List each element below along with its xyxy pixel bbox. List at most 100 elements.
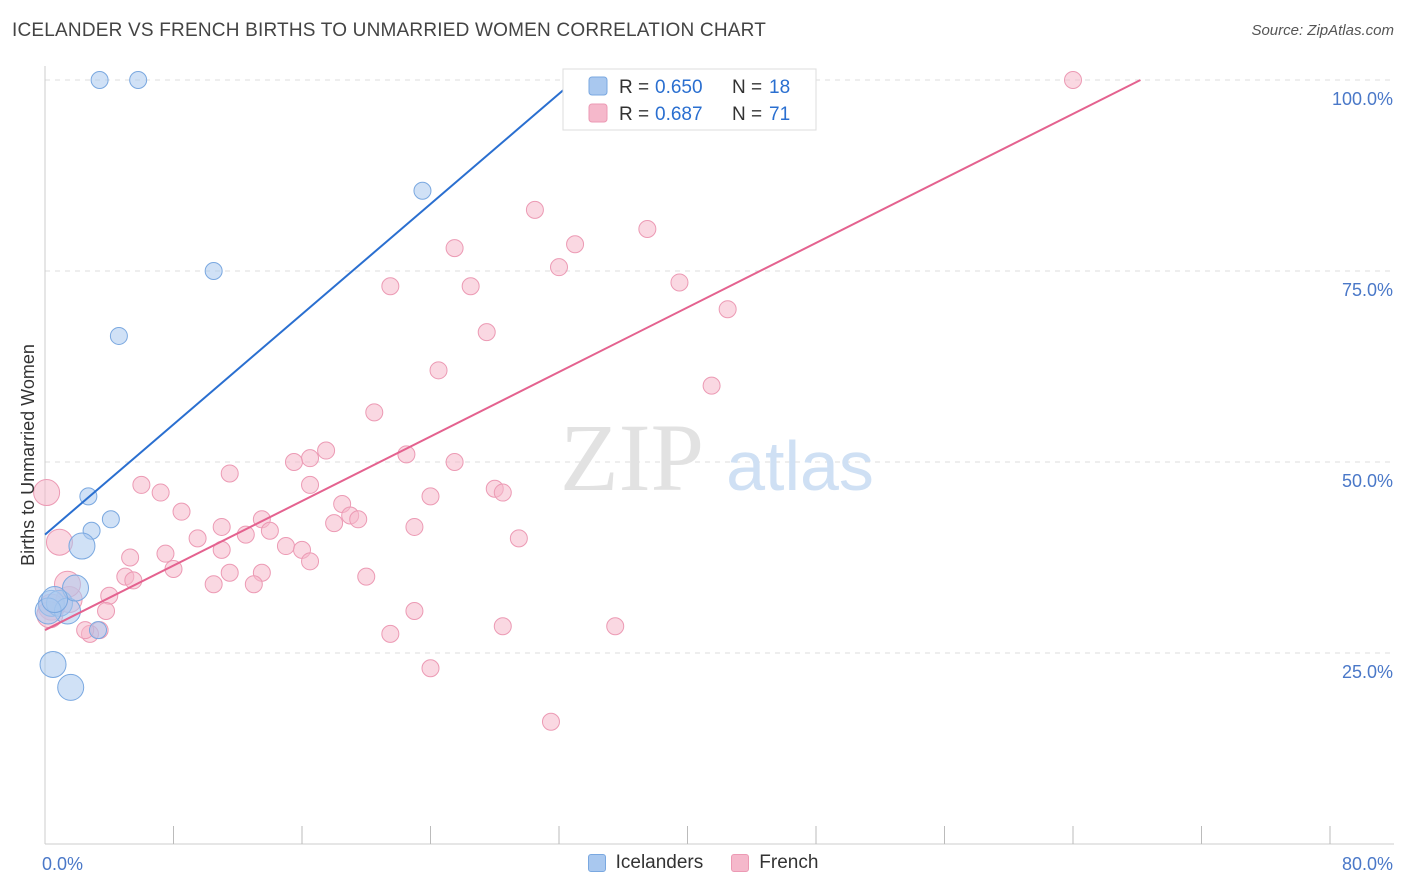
french-point [97,601,116,620]
legend-item-icelanders[interactable]: Icelanders [587,852,704,874]
icelander-point [90,71,109,89]
french-point [381,277,400,296]
legend-r-value: 0.650 [655,77,703,98]
french-point [121,548,140,567]
french-points [33,71,1082,731]
french-point [429,361,448,380]
french-point [325,514,344,533]
icelander-point [41,586,69,614]
french-point [638,219,657,238]
legend-r-label: R = [619,104,649,125]
icelander-point [129,71,148,89]
french-point [445,453,464,471]
icelander-point [62,574,90,602]
legend-swatch-french [588,103,608,123]
x-tick-label: 80.0% [1342,854,1393,874]
french-point [566,235,585,254]
french-point [421,487,440,506]
legend-n-label: N = [732,104,762,125]
french-point [156,544,175,563]
french-point [509,529,528,548]
french-point [301,449,320,468]
french-point [421,659,440,678]
french-point [477,323,496,342]
french-point [381,624,400,643]
icelander-trend-line [44,79,576,536]
y-tick-label: 75.0% [1342,280,1393,300]
legend-box: R = 0.650 N = 18 R = 0.687 N = 71 [562,68,817,131]
watermark: ZIP atlas [560,404,874,511]
french-point [172,502,191,521]
source-label: Source: ZipAtlas.com [1251,22,1394,39]
french-point [606,617,625,636]
legend-swatch-french [731,854,750,872]
icelander-point [109,326,128,345]
y-tick-labels: 25.0% 50.0% 75.0% 100.0% [1332,89,1393,682]
y-axis-label: Births to Unmarried Women [18,344,38,566]
icelander-point [39,650,67,678]
icelander-point [204,262,223,280]
french-point [349,510,368,529]
trend-lines [44,79,1141,631]
french-point [188,529,207,548]
french-point [718,300,737,319]
french-point [301,552,320,571]
legend-swatch-icelanders [588,76,608,96]
y-tick-label: 50.0% [1342,471,1393,491]
french-point [220,563,239,582]
y-tick-label: 100.0% [1332,89,1393,109]
icelander-point [57,673,85,701]
french-point [550,258,568,277]
bottom-legend: Icelanders French [0,852,1406,874]
french-point [151,483,170,502]
french-point [493,483,512,502]
legend-n-label: N = [732,77,762,98]
watermark-atlas: atlas [726,427,874,505]
axes [44,66,1394,845]
legend-swatch-icelanders [587,854,606,872]
gridlines [45,79,1394,654]
french-point [244,575,263,594]
french-point [541,712,560,731]
french-point [670,273,689,292]
french-point [493,617,512,636]
chart-title: ICELANDER VS FRENCH BIRTHS TO UNMARRIED … [12,20,767,41]
legend-label-icelanders: Icelanders [615,852,704,873]
legend-item-french[interactable]: French [731,852,818,874]
french-point [276,537,295,556]
icelander-point [413,181,432,200]
french-point [212,517,231,536]
x-tick-label: 0.0% [42,854,83,874]
icelander-point [68,532,96,560]
french-point [365,403,384,422]
legend-r-value: 0.687 [655,104,703,125]
y-tick-label: 25.0% [1342,662,1393,682]
french-point [525,200,544,219]
french-point [284,453,303,471]
french-point [461,277,480,296]
french-point [702,376,721,395]
french-point [45,528,73,556]
french-point [204,575,223,594]
watermark-zip: ZIP [560,404,704,511]
french-point [357,567,376,586]
french-point [33,479,61,507]
french-point [220,464,239,483]
french-point [405,517,424,536]
legend-label-french: French [759,852,819,873]
french-point [301,475,320,494]
x-tick-labels: 0.0% 80.0% [42,854,1393,874]
legend-n-value: 71 [769,104,790,125]
french-point [260,521,279,540]
french-point [132,475,151,494]
icelander-point [101,510,120,529]
french-point [405,601,424,620]
french-trend-line [44,79,1141,631]
icelander-point [89,621,108,640]
french-point [1064,71,1082,89]
legend-n-value: 18 [769,77,790,98]
french-point [445,239,464,258]
icelander-points [34,71,432,701]
legend-r-label: R = [619,77,649,98]
